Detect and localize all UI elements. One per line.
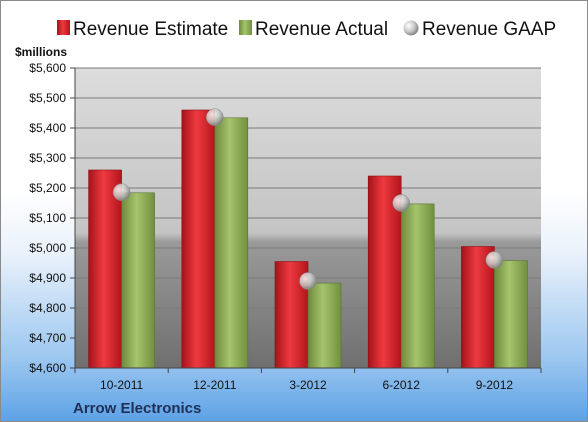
y-tick-label: $4,800 (29, 301, 66, 315)
y-tick-label: $5,100 (29, 211, 66, 225)
x-tick-label: 9-2012 (476, 378, 514, 392)
y-tick-label: $5,400 (29, 121, 66, 135)
y-tick-label: $4,900 (29, 271, 66, 285)
legend-item-estimate: Revenue Estimate (57, 19, 228, 40)
legend-label-actual: Revenue Actual (255, 19, 388, 40)
y-tick-label: $4,600 (29, 361, 66, 375)
legend-swatch-gaap (403, 20, 419, 36)
legend: Revenue Estimate Revenue Actual Revenue … (57, 19, 556, 40)
bar-actual-9-2012 (494, 260, 528, 369)
y-tick-label: $5,300 (29, 151, 66, 165)
y-tick-label: $5,600 (29, 61, 66, 75)
legend-swatch-actual (239, 20, 252, 35)
legend-label-estimate: Revenue Estimate (73, 19, 228, 40)
gaap-marker-9-2012 (485, 251, 504, 269)
x-tick-label: 3-2012 (289, 378, 327, 392)
legend-label-gaap: Revenue GAAP (422, 19, 556, 40)
y-tick-label: $5,000 (29, 241, 66, 255)
company-name: Arrow Electronics (73, 400, 201, 417)
y-axis: $4,600 $4,700 $4,800 $4,900 $5,000 $5,100 $5,2… (29, 61, 76, 375)
gaap-marker-6-2012 (392, 194, 410, 212)
gaap-markers (112, 108, 504, 290)
bar-estimate-12-2011 (181, 109, 216, 369)
bar-actual-12-2011 (214, 117, 249, 369)
legend-item-actual: Revenue Actual (239, 19, 388, 40)
legend-item-gaap: Revenue GAAP (403, 19, 556, 40)
x-axis: 10-2011 12-2011 3-2012 6-2012 9-2012 (74, 367, 542, 392)
bar-actual-3-2012 (307, 282, 342, 369)
gaap-marker-3-2012 (299, 272, 317, 290)
gaap-marker-10-2011 (112, 183, 131, 201)
bar-actual-10-2011 (121, 192, 155, 369)
y-tick-label: $5,200 (29, 181, 66, 195)
y-tick-label: $5,500 (29, 91, 66, 105)
unit-label: $millions (15, 45, 67, 59)
bar-estimate-10-2011 (88, 169, 122, 369)
legend-swatch-estimate (57, 20, 70, 35)
gaap-marker-12-2011 (206, 108, 224, 126)
x-tick-label: 12-2011 (193, 378, 236, 392)
x-tick-label: 10-2011 (100, 378, 143, 392)
x-tick-label: 6-2012 (383, 378, 421, 392)
bar-actual-6-2012 (400, 203, 435, 369)
y-tick-label: $4,700 (29, 331, 66, 345)
